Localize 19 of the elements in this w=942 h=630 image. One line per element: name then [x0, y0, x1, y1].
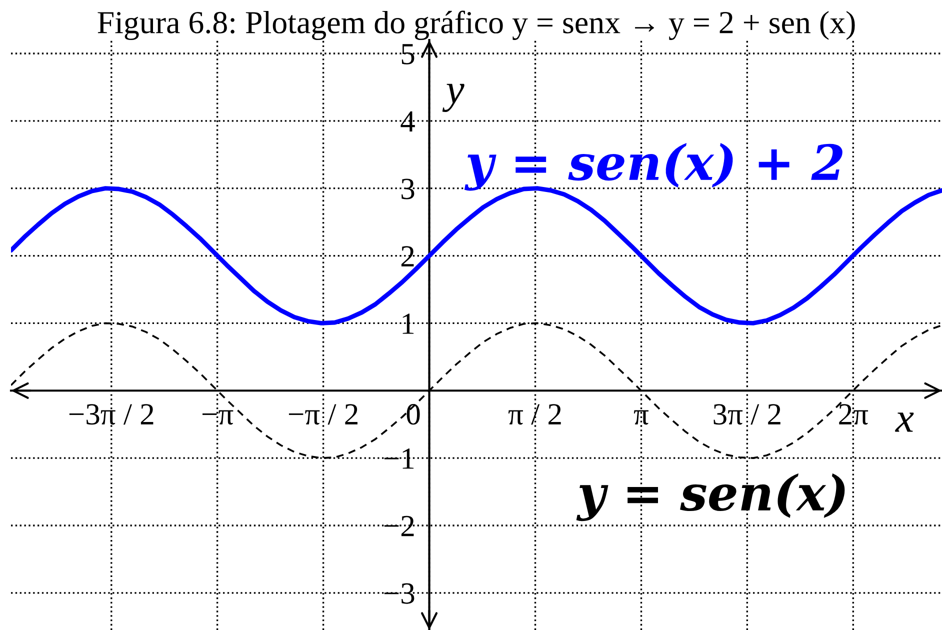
chart-title: Figura 6.8: Plotagem do gráfico y = senx → y = 2 + sen (x) — [98, 10, 855, 40]
x-tick-label: 3π / 2 — [714, 404, 780, 425]
x-tick-label: 0 — [406, 404, 420, 425]
y-tick-label: 3 — [402, 178, 414, 200]
x-tick-label: π — [634, 410, 648, 425]
x-tick-label: −π — [202, 410, 234, 425]
y-tick-label: 5 — [402, 44, 414, 64]
x-tick-label: 2π — [839, 404, 868, 425]
y-tick-label: −1 — [384, 448, 414, 469]
x-tick-label: −π / 2 — [288, 404, 358, 425]
series-label: y = sen(x) + 2 — [464, 142, 842, 191]
series-label: y = sen(x) — [576, 473, 845, 522]
y-tick-label: 2 — [401, 246, 414, 266]
y-tick-label: −2 — [384, 516, 414, 536]
y-tick-label: 1 — [402, 314, 414, 334]
y-tick-label: 4 — [400, 111, 415, 132]
y-axis-title: y — [442, 84, 464, 112]
x-tick-label: −3π / 2 — [69, 404, 154, 425]
x-axis-title: x — [895, 412, 914, 432]
